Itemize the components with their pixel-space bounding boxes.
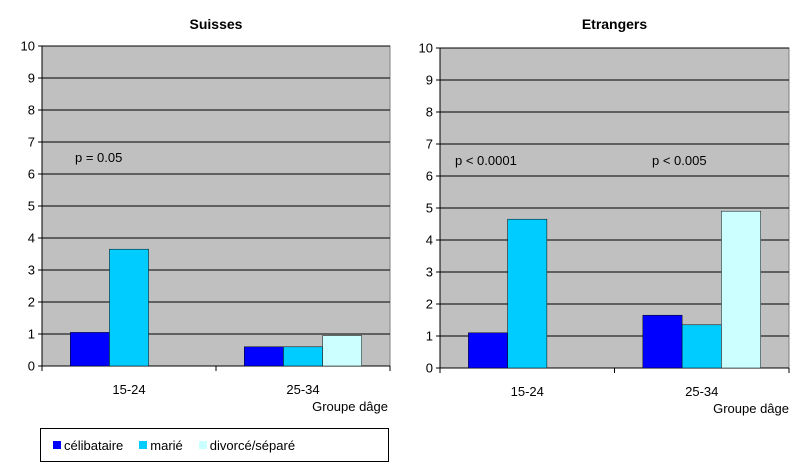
legend-label-celibataire: célibataire xyxy=(64,437,124,453)
chart-2-bar-clibataire-25-34 xyxy=(642,314,683,369)
chart-2-bar-mari-25-34 xyxy=(681,324,722,369)
chart-2-ytick-label-0: 0 xyxy=(426,361,433,376)
legend-item-marie: marié xyxy=(139,438,183,453)
chart-1-ytick-label-7: 7 xyxy=(28,135,35,150)
chart-1-ytick-label-4: 4 xyxy=(28,231,35,246)
chart-1-annotation-1: p = 0.05 xyxy=(75,150,122,165)
chart-2-category-label-15-24: 15-24 xyxy=(511,384,544,399)
chart-2-ytick-label-5: 5 xyxy=(426,201,433,216)
chart-2-bar-clibataire-15-24 xyxy=(468,332,508,369)
chart-1-bar-clibataire-15-24 xyxy=(70,332,110,367)
legend-label-divorce-separe: divorcé/séparé xyxy=(209,437,296,453)
chart-2-category-label-25-34: 25-34 xyxy=(685,384,718,399)
chart-2-ytick-label-3: 3 xyxy=(426,265,433,280)
chart-1-ytick-label-2: 2 xyxy=(28,295,35,310)
chart-2-bar-divorcspar-25-34 xyxy=(721,210,761,369)
chart-2-annotation-2: p < 0.005 xyxy=(652,153,707,168)
chart-1-title: Suisses xyxy=(190,16,243,32)
chart-1-ytick-label-9: 9 xyxy=(28,71,35,86)
chart-2-ytick-label-2: 2 xyxy=(426,297,433,312)
legend-label-marie: marié xyxy=(150,437,183,453)
legend-item-divorce-separe: divorcé/séparé xyxy=(198,437,296,453)
chart-2-bar-mari-15-24 xyxy=(507,218,548,369)
chart-2-x-axis-title: Groupe dâge xyxy=(713,401,789,416)
chart-1-category-label-15-24: 15-24 xyxy=(112,382,145,397)
legend-swatch-divorce-separe xyxy=(198,441,207,449)
chart-2-ytick-label-1: 1 xyxy=(426,329,433,344)
chart-1-ytick-label-6: 6 xyxy=(28,167,35,182)
legend-item-celibataire: célibataire xyxy=(53,438,123,453)
chart-1-ytick-label-10: 10 xyxy=(21,39,35,54)
chart-2-annotation-1: p < 0.0001 xyxy=(455,153,517,168)
chart-2-ytick-label-7: 7 xyxy=(426,137,433,152)
chart-2-ytick-label-6: 6 xyxy=(426,169,433,184)
chart-1-ytick-label-8: 8 xyxy=(28,103,35,118)
chart-2-ytick-label-10: 10 xyxy=(419,41,433,56)
legend: célibataire marié divorcé/séparé xyxy=(40,428,389,462)
chart-2-ytick-label-4: 4 xyxy=(426,233,433,248)
chart-2-ytick-label-8: 8 xyxy=(426,105,433,120)
chart-1-ytick-label-0: 0 xyxy=(28,359,35,374)
chart-2-ytick-label-9: 9 xyxy=(426,73,433,88)
chart-1-bar-clibataire-25-34 xyxy=(244,346,284,367)
chart-1-ytick-label-1: 1 xyxy=(28,327,35,342)
legend-swatch-marie xyxy=(139,441,148,449)
chart-1-bar-mari-25-34 xyxy=(283,346,323,367)
chart-1-ytick-label-3: 3 xyxy=(28,263,35,278)
chart-1-bar-mari-15-24 xyxy=(109,248,149,367)
chart-1-category-label-25-34: 25-34 xyxy=(286,382,319,397)
chart-1-x-axis-title: Groupe dâge xyxy=(312,399,388,414)
chart-1-ytick-label-5: 5 xyxy=(28,199,35,214)
chart-1-bar-divorcspar-25-34 xyxy=(322,335,362,367)
chart-2-title: Etrangers xyxy=(582,16,648,32)
legend-swatch-celibataire xyxy=(53,441,61,449)
